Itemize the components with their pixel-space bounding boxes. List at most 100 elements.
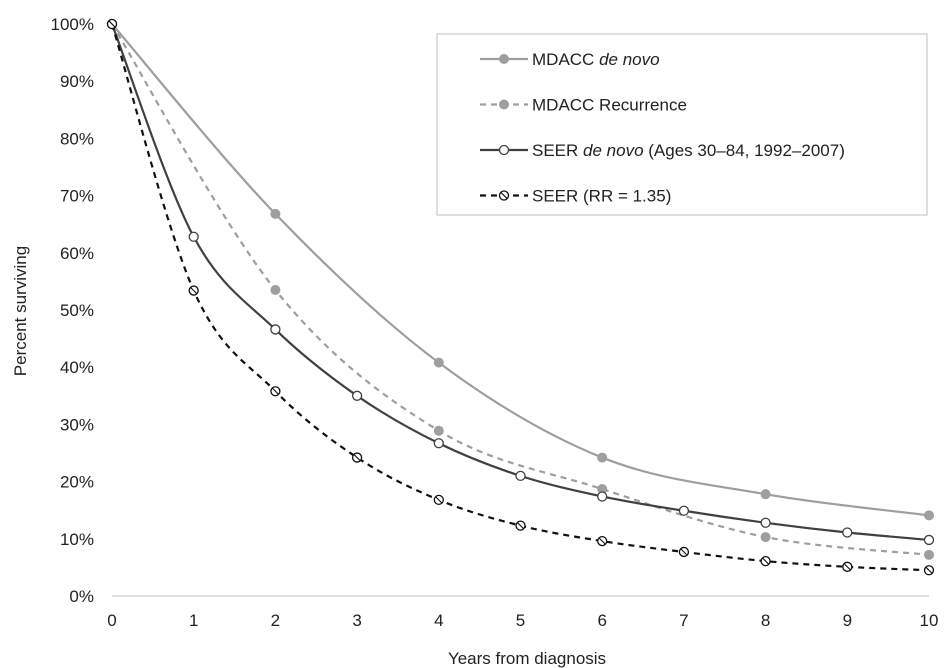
data-point [597, 452, 608, 463]
data-point [923, 565, 935, 576]
data-point [760, 555, 771, 567]
y-tick-label: 10% [60, 530, 94, 549]
x-tick-label: 9 [843, 611, 852, 630]
data-point [760, 517, 771, 528]
data-point [842, 561, 853, 572]
data-point [924, 549, 934, 560]
data-point [270, 324, 281, 335]
legend-box [436, 33, 928, 216]
legend-text-part: MDACC Recurrence [532, 96, 687, 115]
axes: 0 1 2 3 4 5 6 7 8 9 100%10%20%30%40%50%60%70%80%90… [51, 15, 939, 630]
marker-slash [108, 20, 116, 28]
marker-slash [500, 191, 508, 200]
legend-text-part: MDACC [532, 50, 599, 69]
legend-marker [498, 190, 510, 201]
marker-slash [353, 453, 361, 462]
legend-item: SEER (RR = 1.35) [480, 187, 671, 206]
data-point [351, 390, 363, 401]
y-axis-title: Percent surviving [11, 246, 30, 376]
data-point [924, 510, 934, 521]
legend-text-part: SEER [532, 141, 583, 160]
marker-ring [498, 144, 510, 156]
data-point [678, 546, 690, 558]
legend-label: SEER de novo (Ages 30–84, 1992–2007) [532, 141, 845, 160]
marker-slash [271, 387, 279, 395]
y-tick-label: 100% [51, 15, 94, 34]
y-tick-label: 0% [69, 587, 94, 606]
x-tick-label: 2 [271, 611, 280, 630]
series-3 [106, 18, 935, 576]
x-tick-label: 7 [679, 611, 688, 630]
legend-marker [499, 99, 509, 110]
x-tick-label: 5 [516, 611, 525, 630]
data-point [678, 505, 690, 516]
legend-text-italic: de novo [583, 141, 644, 160]
legend-text-part: (Ages 30–84, 1992–2007) [644, 141, 845, 160]
marker-ring [678, 505, 690, 516]
marker-slash [680, 548, 688, 556]
data-point [106, 18, 118, 30]
data-point [760, 489, 771, 500]
marker-ring [433, 438, 444, 449]
marker-ring [760, 517, 771, 528]
series-line [110, 23, 930, 542]
x-tick-label: 0 [107, 611, 116, 630]
legend-item: MDACC Recurrence [480, 96, 687, 115]
data-point [433, 357, 444, 368]
marker-ring [270, 324, 281, 335]
marker-slash [925, 566, 933, 574]
data-point [597, 535, 608, 547]
data-point [923, 534, 935, 546]
marker-ring [351, 390, 363, 401]
data-point [270, 386, 281, 397]
x-tick-label: 10 [920, 611, 939, 630]
legend-text-part: SEER (RR = 1.35) [532, 187, 671, 206]
data-point [597, 491, 608, 502]
y-tick-label: 60% [60, 244, 94, 263]
y-tick-label: 90% [60, 72, 94, 91]
y-tick-label: 70% [60, 187, 94, 206]
data-point [270, 284, 281, 295]
legend: MDACC de novo MDACC Recurrence SEER de nov… [436, 33, 928, 216]
legend-label: MDACC de novo [532, 50, 660, 69]
legend-label: MDACC Recurrence [532, 96, 687, 115]
x-tick-label: 6 [597, 611, 606, 630]
series-layer [106, 18, 935, 576]
x-tick-label: 1 [189, 611, 198, 630]
marker-slash [516, 522, 525, 530]
marker-ring [515, 470, 526, 482]
data-point [515, 520, 526, 531]
marker-ring [597, 491, 608, 502]
data-point [433, 438, 444, 449]
x-axis-title: Years from diagnosis [448, 649, 606, 668]
x-tick-label: 8 [761, 611, 770, 630]
data-point [188, 285, 199, 296]
marker-ring [923, 534, 935, 546]
legend-item: MDACC de novo [480, 50, 660, 69]
data-point [433, 425, 444, 436]
marker-slash [435, 496, 443, 504]
data-point [433, 494, 444, 506]
series-line [111, 23, 930, 517]
legend-marker [498, 144, 510, 156]
marker-slash [190, 286, 198, 295]
legend-label: SEER (RR = 1.35) [532, 187, 671, 206]
data-point [515, 470, 526, 482]
y-tick-label: 30% [60, 415, 94, 434]
marker-slash [762, 557, 770, 565]
legend-item: SEER de novo (Ages 30–84, 1992–2007) [480, 141, 845, 160]
x-tick-label: 3 [352, 611, 361, 630]
marker-slash [598, 537, 606, 545]
marker-ring [188, 231, 199, 242]
data-point [760, 532, 771, 543]
data-point [351, 452, 363, 463]
data-point [270, 208, 281, 219]
data-point [842, 527, 853, 538]
y-tick-label: 20% [60, 473, 94, 492]
marker-slash [843, 563, 851, 571]
marker-ring [842, 527, 853, 538]
x-tick-label: 4 [434, 611, 443, 630]
y-tick-label: 80% [60, 129, 94, 148]
y-tick-label: 50% [60, 301, 94, 320]
